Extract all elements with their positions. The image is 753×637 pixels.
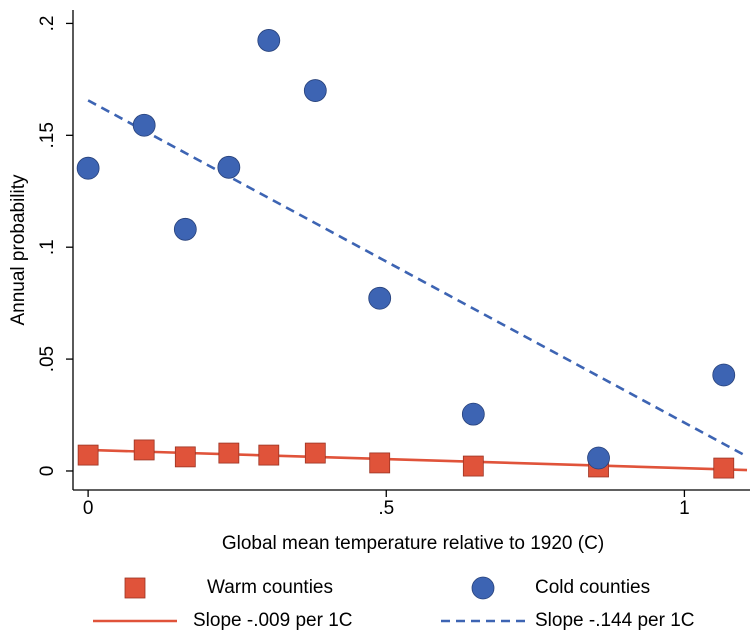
legend-label: Cold counties [535, 577, 650, 598]
square-marker [258, 444, 280, 466]
square-marker [369, 452, 391, 474]
square-marker [304, 442, 326, 464]
fit-line [88, 448, 748, 472]
y-tick-label: .2 [37, 15, 58, 31]
circle-marker [76, 156, 100, 180]
square-marker [462, 455, 484, 477]
y-tick-label: .05 [37, 346, 58, 372]
x-tick-label: 1 [679, 498, 690, 519]
square-marker [133, 439, 155, 461]
y-axis-title: Annual probability [8, 174, 29, 326]
circle-marker [471, 576, 495, 600]
x-tick-label: .5 [378, 498, 394, 519]
square-marker [124, 577, 146, 599]
y-tick-label: 0 [37, 466, 58, 477]
circle-marker [368, 286, 392, 310]
circle-marker [587, 446, 610, 470]
legend-label: Warm counties [207, 577, 333, 598]
legend-label: Slope -.009 per 1C [193, 610, 353, 631]
circle-marker [132, 113, 156, 137]
circle-marker [303, 79, 327, 102]
square-marker [218, 442, 240, 464]
legend-label: Slope -.144 per 1C [535, 610, 695, 631]
y-tick-label: .15 [37, 122, 58, 148]
circle-marker [173, 217, 197, 241]
x-axis-title: Global mean temperature relative to 1920… [222, 533, 604, 554]
circle-marker [712, 363, 736, 387]
square-marker [77, 444, 99, 466]
fit-line [87, 99, 745, 457]
square-marker [174, 446, 196, 468]
y-tick-label: .1 [37, 239, 58, 255]
circle-marker [257, 29, 281, 52]
square-marker [713, 457, 735, 479]
circle-marker [217, 155, 241, 179]
x-tick-label: 0 [83, 498, 94, 519]
circle-marker [461, 402, 485, 426]
